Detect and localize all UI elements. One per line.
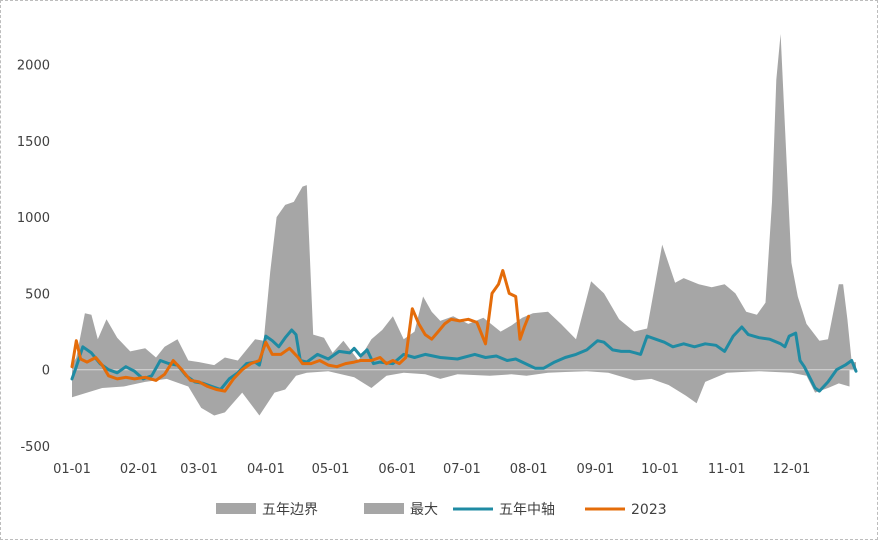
band-layer (72, 34, 856, 416)
line-series-2023 (70, 269, 531, 393)
band-series-0 (72, 369, 850, 416)
x-tick-label: 05-01 (312, 462, 350, 477)
line-layer (70, 269, 858, 393)
x-tick-label: 02-01 (120, 462, 158, 477)
y-tick-label: 1000 (17, 211, 50, 226)
legend-label: 最大 (410, 502, 438, 518)
x-tick-label: 01-01 (53, 462, 91, 477)
x-tick-label: 12-01 (772, 462, 810, 477)
y-tick-label: 500 (25, 287, 50, 302)
x-tick-label: 10-01 (641, 462, 679, 477)
legend: 五年边界 最大 五年中轴 2023 (216, 502, 667, 518)
y-tick-label: 1500 (17, 135, 50, 150)
x-tick-label: 08-01 (510, 462, 548, 477)
legend-label: 2023 (631, 502, 667, 518)
legend-swatch (364, 503, 404, 514)
legend-swatch (216, 503, 256, 514)
y-tick-label: -500 (20, 440, 50, 455)
x-tick-label: 07-01 (443, 462, 481, 477)
y-tick-labels: -500 0 500 1000 1500 2000 (17, 59, 50, 455)
band-series-1 (72, 34, 856, 370)
legend-item-3: 2023 (585, 502, 667, 518)
y-tick-label: 0 (42, 364, 50, 379)
x-tick-label: 06-01 (378, 462, 416, 477)
legend-item-0: 五年边界 (216, 502, 318, 518)
x-tick-label: 04-01 (247, 462, 285, 477)
x-tick-label: 03-01 (180, 462, 218, 477)
y-tick-label: 2000 (17, 59, 50, 74)
x-tick-label: 09-01 (576, 462, 614, 477)
legend-label: 五年中轴 (499, 502, 555, 518)
x-tick-labels: 01-01 02-01 03-01 04-01 05-01 06-01 07-01 08-01… (53, 462, 810, 477)
x-tick-label: 11-01 (708, 462, 746, 477)
legend-item-1: 最大 (364, 502, 438, 518)
legend-label: 五年边界 (262, 502, 318, 518)
legend-item-2: 五年中轴 (453, 502, 555, 518)
